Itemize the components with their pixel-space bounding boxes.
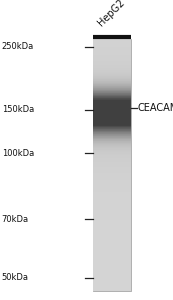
Text: CEACAM1: CEACAM1 (138, 103, 173, 113)
Text: 150kDa: 150kDa (2, 105, 34, 114)
Text: 100kDa: 100kDa (2, 148, 34, 158)
Bar (93, 39, 131, 291)
Text: 70kDa: 70kDa (2, 214, 29, 224)
Text: HepG2: HepG2 (96, 0, 127, 28)
Text: 50kDa: 50kDa (2, 273, 29, 282)
Text: 250kDa: 250kDa (2, 42, 34, 51)
